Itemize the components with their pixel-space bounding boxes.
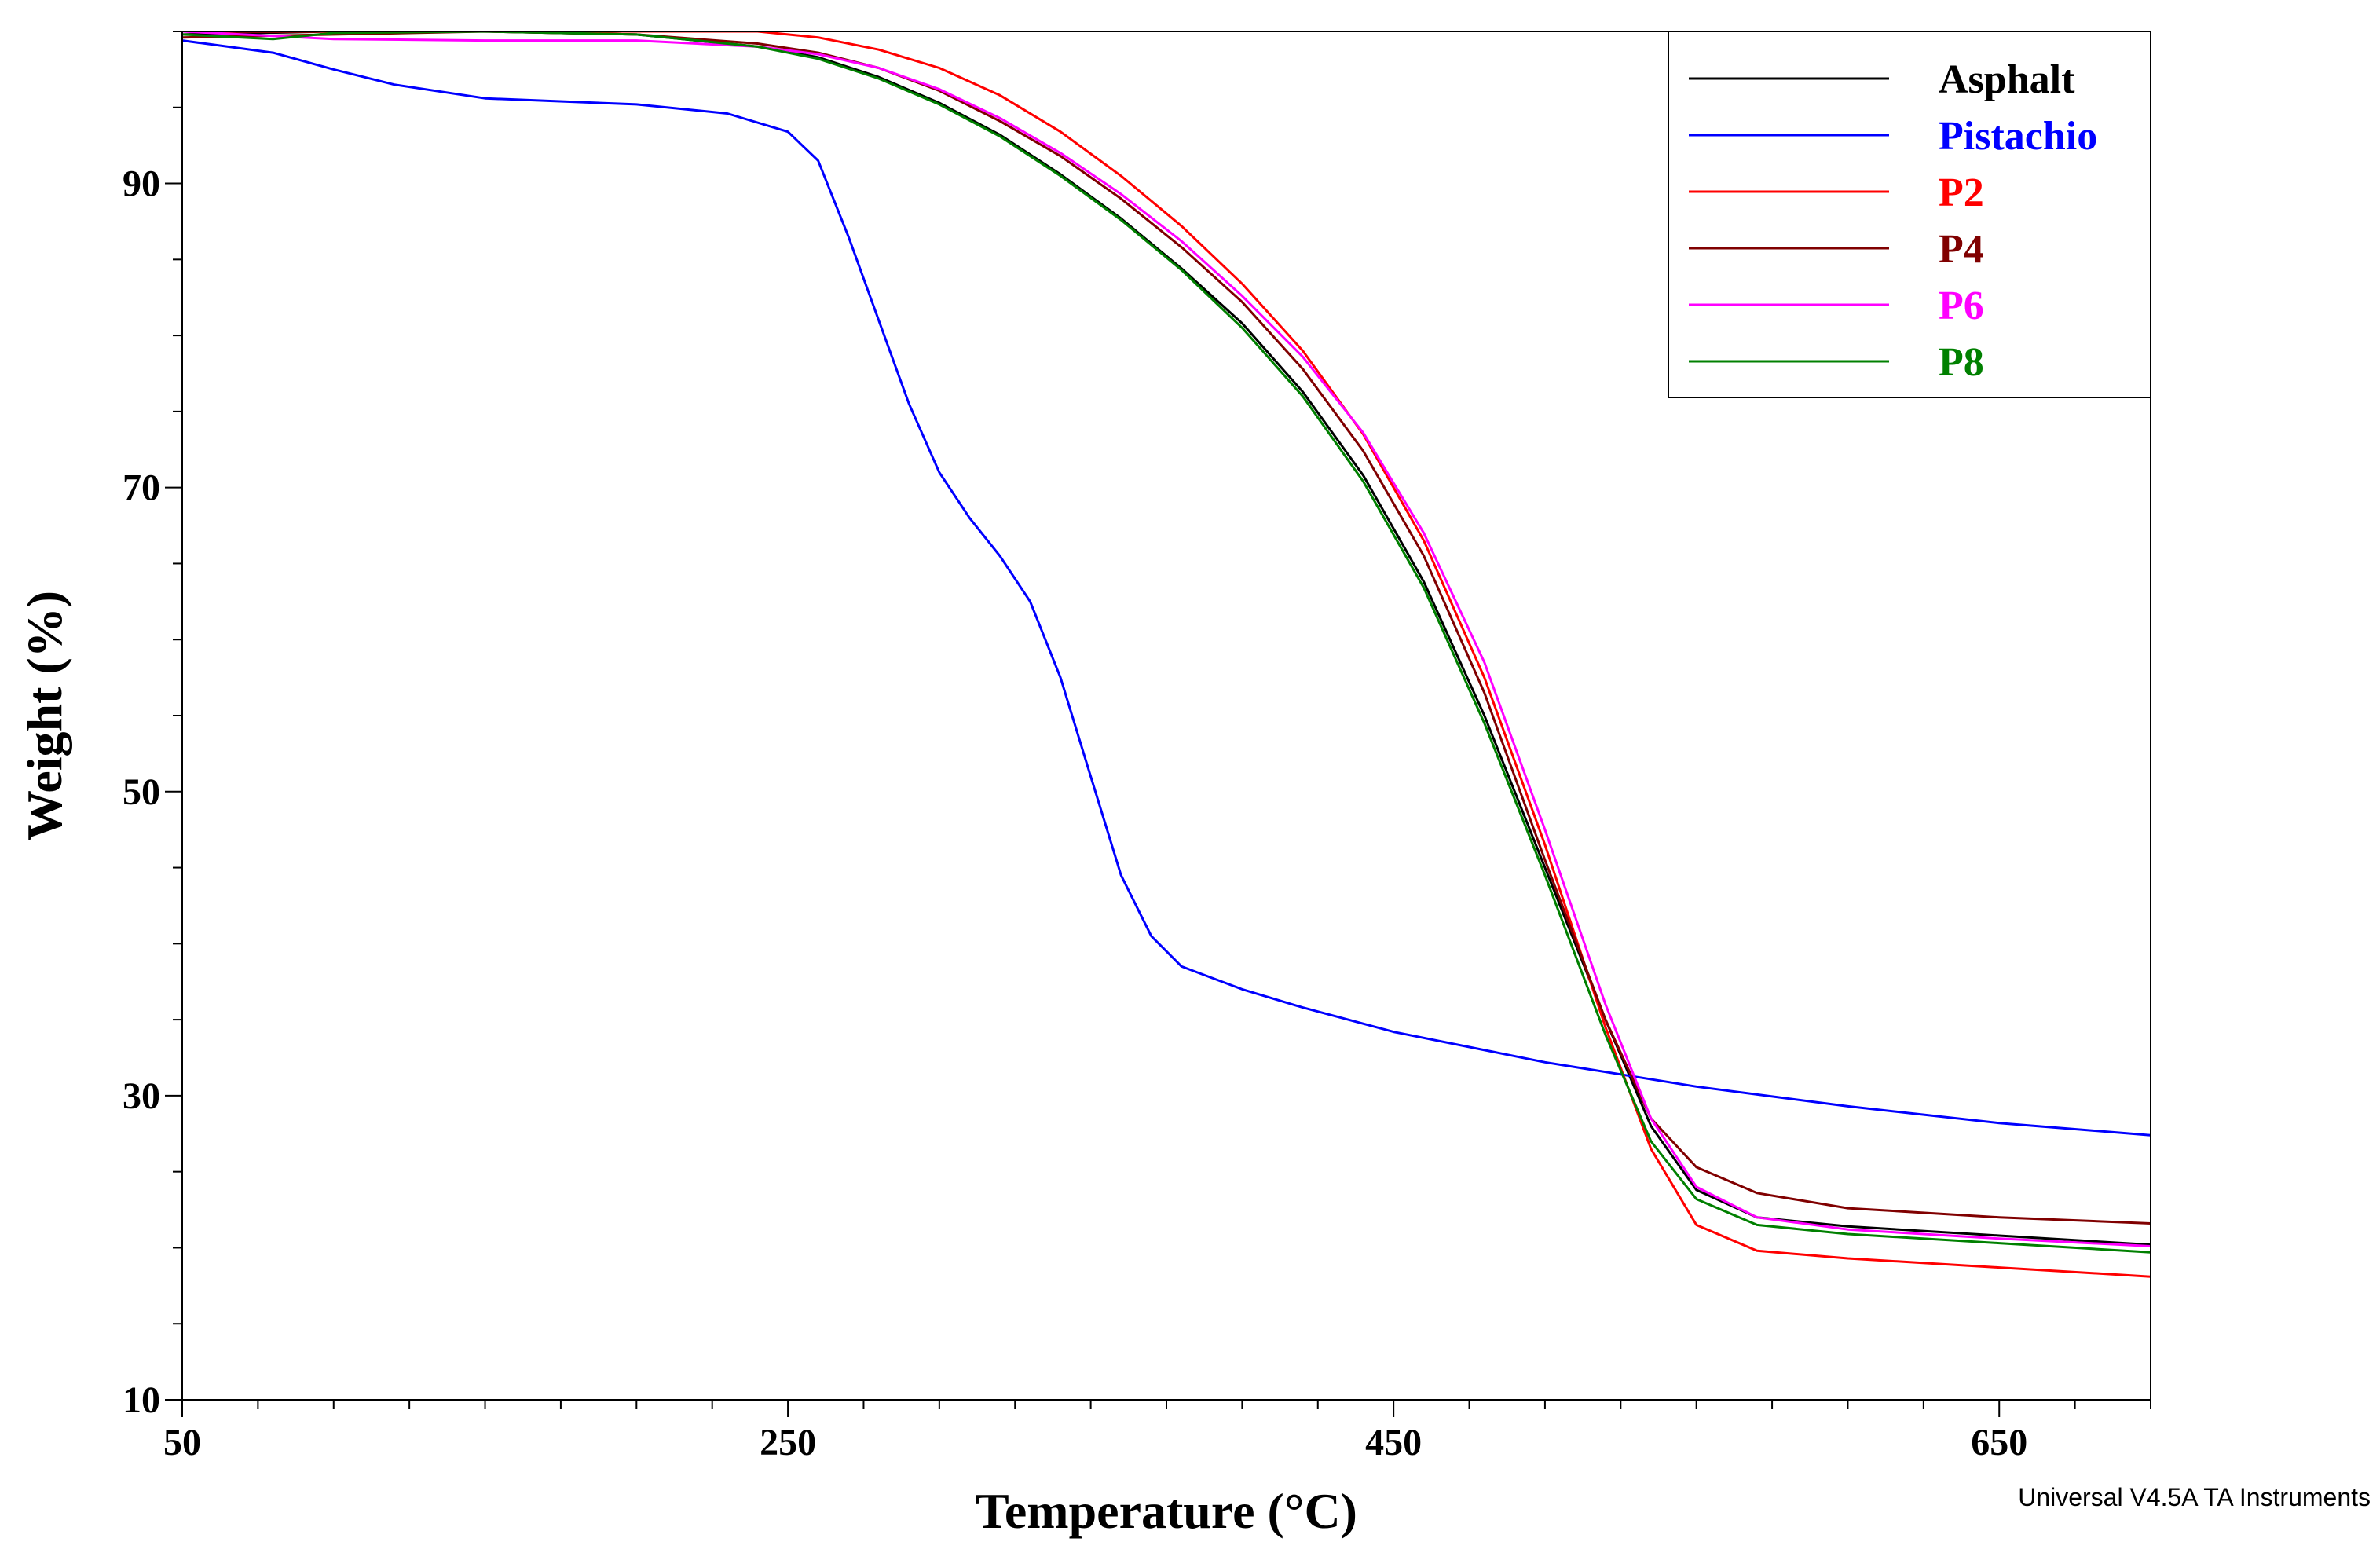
x-tick-label: 50 <box>163 1422 201 1463</box>
instrument-footer: Universal V4.5A TA Instruments <box>2018 1483 2371 1511</box>
legend-label-p2: P2 <box>1939 170 1984 215</box>
series-line-p4 <box>182 31 2151 1225</box>
legend-label-p4: P4 <box>1939 227 1984 272</box>
axis-ticks <box>165 31 2151 1417</box>
series-group <box>182 31 2151 1278</box>
legend-label-pistachio: Pistachio <box>1939 114 2097 159</box>
x-tick-label: 450 <box>1365 1422 1422 1463</box>
x-tick-label: 250 <box>760 1422 816 1463</box>
series-line-pistachio <box>182 39 2151 1137</box>
y-tick-label: 50 <box>123 771 160 813</box>
legend-label-p6: P6 <box>1939 284 1984 328</box>
legend-entries: Asphalt Pistachio P2 P4 P6 P8 <box>1689 57 2097 385</box>
series-line-p2 <box>182 31 2151 1278</box>
x-axis-title: Temperature (°C) <box>976 1483 1357 1539</box>
legend-label-p8: P8 <box>1939 340 1984 385</box>
plot-area <box>181 31 2151 1401</box>
y-tick-label: 10 <box>123 1379 160 1421</box>
y-tick-label: 70 <box>123 467 160 509</box>
axis-tick-labels: 50 250 450 650 10 30 50 70 90 <box>123 163 2027 1463</box>
y-tick-label: 30 <box>123 1075 160 1117</box>
legend: Asphalt Pistachio P2 P4 P6 P8 <box>1668 31 2151 398</box>
y-axis-title: Weight (%) <box>16 591 72 840</box>
series-line-p8 <box>182 31 2151 1254</box>
legend-box <box>1668 31 2151 398</box>
legend-label-asphalt: Asphalt <box>1939 57 2075 102</box>
x-tick-label: 650 <box>1971 1422 2027 1463</box>
y-tick-label: 90 <box>123 163 160 205</box>
